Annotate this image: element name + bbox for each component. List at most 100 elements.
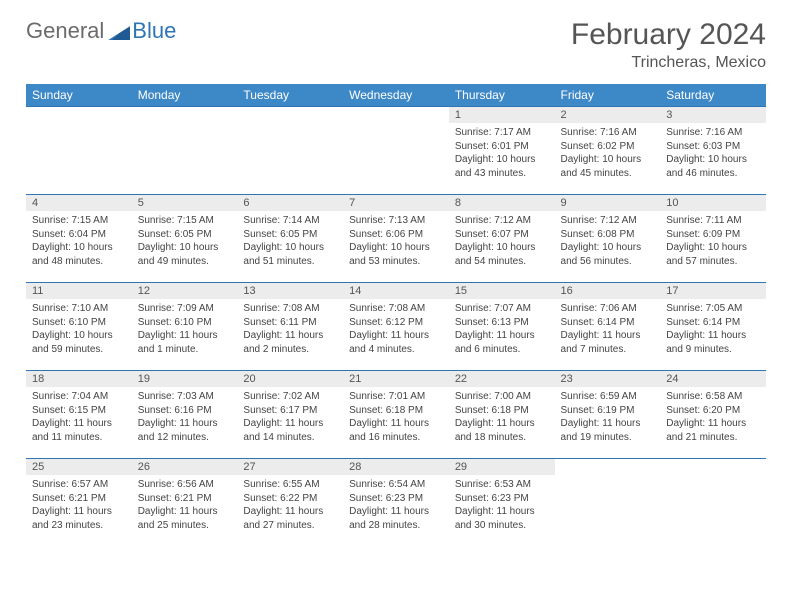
day-detail-line: Sunrise: 7:16 AM <box>561 126 655 140</box>
day-details: Sunrise: 7:04 AMSunset: 6:15 PMDaylight:… <box>26 387 132 448</box>
calendar-week-row: 18Sunrise: 7:04 AMSunset: 6:15 PMDayligh… <box>26 371 766 459</box>
day-details: Sunrise: 7:08 AMSunset: 6:11 PMDaylight:… <box>237 299 343 360</box>
day-detail-line: Daylight: 11 hours <box>138 417 232 431</box>
day-number: 24 <box>660 371 766 387</box>
day-detail-line: and 7 minutes. <box>561 343 655 357</box>
day-detail-line: Sunrise: 7:00 AM <box>455 390 549 404</box>
calendar-day-cell: 20Sunrise: 7:02 AMSunset: 6:17 PMDayligh… <box>237 371 343 459</box>
day-detail-line: Daylight: 11 hours <box>243 417 337 431</box>
day-number: 10 <box>660 195 766 211</box>
day-detail-line: and 16 minutes. <box>349 431 443 445</box>
day-detail-line: Daylight: 11 hours <box>138 505 232 519</box>
calendar-week-row: 1Sunrise: 7:17 AMSunset: 6:01 PMDaylight… <box>26 107 766 195</box>
day-detail-line: Daylight: 10 hours <box>32 241 126 255</box>
brand-text-2: Blue <box>132 18 176 44</box>
day-number: 3 <box>660 107 766 123</box>
calendar-day-cell: 15Sunrise: 7:07 AMSunset: 6:13 PMDayligh… <box>449 283 555 371</box>
day-detail-line: Sunrise: 7:06 AM <box>561 302 655 316</box>
title-block: February 2024 Trincheras, Mexico <box>571 18 766 72</box>
day-detail-line: and 9 minutes. <box>666 343 760 357</box>
day-detail-line: Daylight: 10 hours <box>561 241 655 255</box>
calendar-day-cell: 18Sunrise: 7:04 AMSunset: 6:15 PMDayligh… <box>26 371 132 459</box>
day-detail-line: Sunrise: 7:05 AM <box>666 302 760 316</box>
day-detail-line: and 59 minutes. <box>32 343 126 357</box>
day-detail-line: Sunset: 6:09 PM <box>666 228 760 242</box>
day-number: 12 <box>132 283 238 299</box>
day-detail-line: Daylight: 11 hours <box>32 417 126 431</box>
day-detail-line: Daylight: 11 hours <box>243 505 337 519</box>
weekday-header: Friday <box>555 84 661 107</box>
day-number: 11 <box>26 283 132 299</box>
day-details: Sunrise: 6:54 AMSunset: 6:23 PMDaylight:… <box>343 475 449 536</box>
day-detail-line: Daylight: 10 hours <box>666 241 760 255</box>
calendar-page: General Blue February 2024 Trincheras, M… <box>0 0 792 565</box>
day-number: 25 <box>26 459 132 475</box>
calendar-day-cell: 4Sunrise: 7:15 AMSunset: 6:04 PMDaylight… <box>26 195 132 283</box>
day-details: Sunrise: 7:15 AMSunset: 6:05 PMDaylight:… <box>132 211 238 272</box>
calendar-day-cell: 10 Sunrise: 7:11 AMSunset: 6:09 PMDayligh… <box>660 195 766 283</box>
calendar-day-cell <box>660 459 766 547</box>
day-detail-line: Sunset: 6:21 PM <box>32 492 126 506</box>
day-number: 26 <box>132 459 238 475</box>
day-detail-line: and 6 minutes. <box>455 343 549 357</box>
calendar-day-cell: 21Sunrise: 7:01 AMSunset: 6:18 PMDayligh… <box>343 371 449 459</box>
calendar-day-cell: 8Sunrise: 7:12 AMSunset: 6:07 PMDaylight… <box>449 195 555 283</box>
calendar-day-cell: 9Sunrise: 7:12 AMSunset: 6:08 PMDaylight… <box>555 195 661 283</box>
day-number: 5 <box>132 195 238 211</box>
day-detail-line: and 53 minutes. <box>349 255 443 269</box>
day-number: 9 <box>555 195 661 211</box>
day-detail-line: Daylight: 10 hours <box>561 153 655 167</box>
day-detail-line: Sunset: 6:01 PM <box>455 140 549 154</box>
day-details: Sunrise: 7:12 AMSunset: 6:08 PMDaylight:… <box>555 211 661 272</box>
page-header: General Blue February 2024 Trincheras, M… <box>26 18 766 72</box>
calendar-day-cell <box>132 107 238 195</box>
day-detail-line: Daylight: 11 hours <box>455 505 549 519</box>
day-detail-line: Sunset: 6:14 PM <box>666 316 760 330</box>
day-detail-line: Daylight: 11 hours <box>561 329 655 343</box>
day-detail-line: and 45 minutes. <box>561 167 655 181</box>
day-detail-line: Daylight: 11 hours <box>561 417 655 431</box>
day-detail-line: Sunset: 6:21 PM <box>138 492 232 506</box>
day-detail-line: and 49 minutes. <box>138 255 232 269</box>
day-detail-line: and 21 minutes. <box>666 431 760 445</box>
day-detail-line: Sunset: 6:04 PM <box>32 228 126 242</box>
day-details: Sunrise: 7:08 AMSunset: 6:12 PMDaylight:… <box>343 299 449 360</box>
day-detail-line: Daylight: 11 hours <box>243 329 337 343</box>
day-detail-line: Sunset: 6:05 PM <box>243 228 337 242</box>
weekday-header: Wednesday <box>343 84 449 107</box>
day-detail-line: Sunset: 6:10 PM <box>32 316 126 330</box>
day-details: Sunrise: 7:02 AMSunset: 6:17 PMDaylight:… <box>237 387 343 448</box>
calendar-week-row: 11Sunrise: 7:10 AMSunset: 6:10 PMDayligh… <box>26 283 766 371</box>
day-detail-line: Sunrise: 6:59 AM <box>561 390 655 404</box>
calendar-day-cell: 11Sunrise: 7:10 AMSunset: 6:10 PMDayligh… <box>26 283 132 371</box>
day-detail-line: and 30 minutes. <box>455 519 549 533</box>
day-detail-line: and 28 minutes. <box>349 519 443 533</box>
calendar-day-cell <box>555 459 661 547</box>
day-detail-line: Daylight: 10 hours <box>349 241 443 255</box>
day-detail-line: Daylight: 10 hours <box>243 241 337 255</box>
day-number: 29 <box>449 459 555 475</box>
day-detail-line: Sunrise: 7:14 AM <box>243 214 337 228</box>
day-detail-line: Sunrise: 7:17 AM <box>455 126 549 140</box>
day-detail-line: Daylight: 11 hours <box>349 329 443 343</box>
calendar-day-cell: 24Sunrise: 6:58 AMSunset: 6:20 PMDayligh… <box>660 371 766 459</box>
day-detail-line: Daylight: 11 hours <box>32 505 126 519</box>
day-detail-line: and 11 minutes. <box>32 431 126 445</box>
day-detail-line: Sunset: 6:22 PM <box>243 492 337 506</box>
day-detail-line: Sunset: 6:02 PM <box>561 140 655 154</box>
day-number: 13 <box>237 283 343 299</box>
day-detail-line: Sunrise: 6:58 AM <box>666 390 760 404</box>
day-detail-line: and 48 minutes. <box>32 255 126 269</box>
calendar-day-cell <box>237 107 343 195</box>
day-details: Sunrise: 7:16 AMSunset: 6:03 PMDaylight:… <box>660 123 766 184</box>
day-details: Sunrise: 6:59 AMSunset: 6:19 PMDaylight:… <box>555 387 661 448</box>
day-details: Sunrise: 6:53 AMSunset: 6:23 PMDaylight:… <box>449 475 555 536</box>
day-number: 2 <box>555 107 661 123</box>
day-detail-line: Sunrise: 7:07 AM <box>455 302 549 316</box>
calendar-day-cell: 29Sunrise: 6:53 AMSunset: 6:23 PMDayligh… <box>449 459 555 547</box>
day-detail-line: and 18 minutes. <box>455 431 549 445</box>
calendar-day-cell: 28Sunrise: 6:54 AMSunset: 6:23 PMDayligh… <box>343 459 449 547</box>
day-detail-line: and 27 minutes. <box>243 519 337 533</box>
day-detail-line: Sunrise: 7:11 AM <box>666 214 760 228</box>
day-detail-line: and 56 minutes. <box>561 255 655 269</box>
